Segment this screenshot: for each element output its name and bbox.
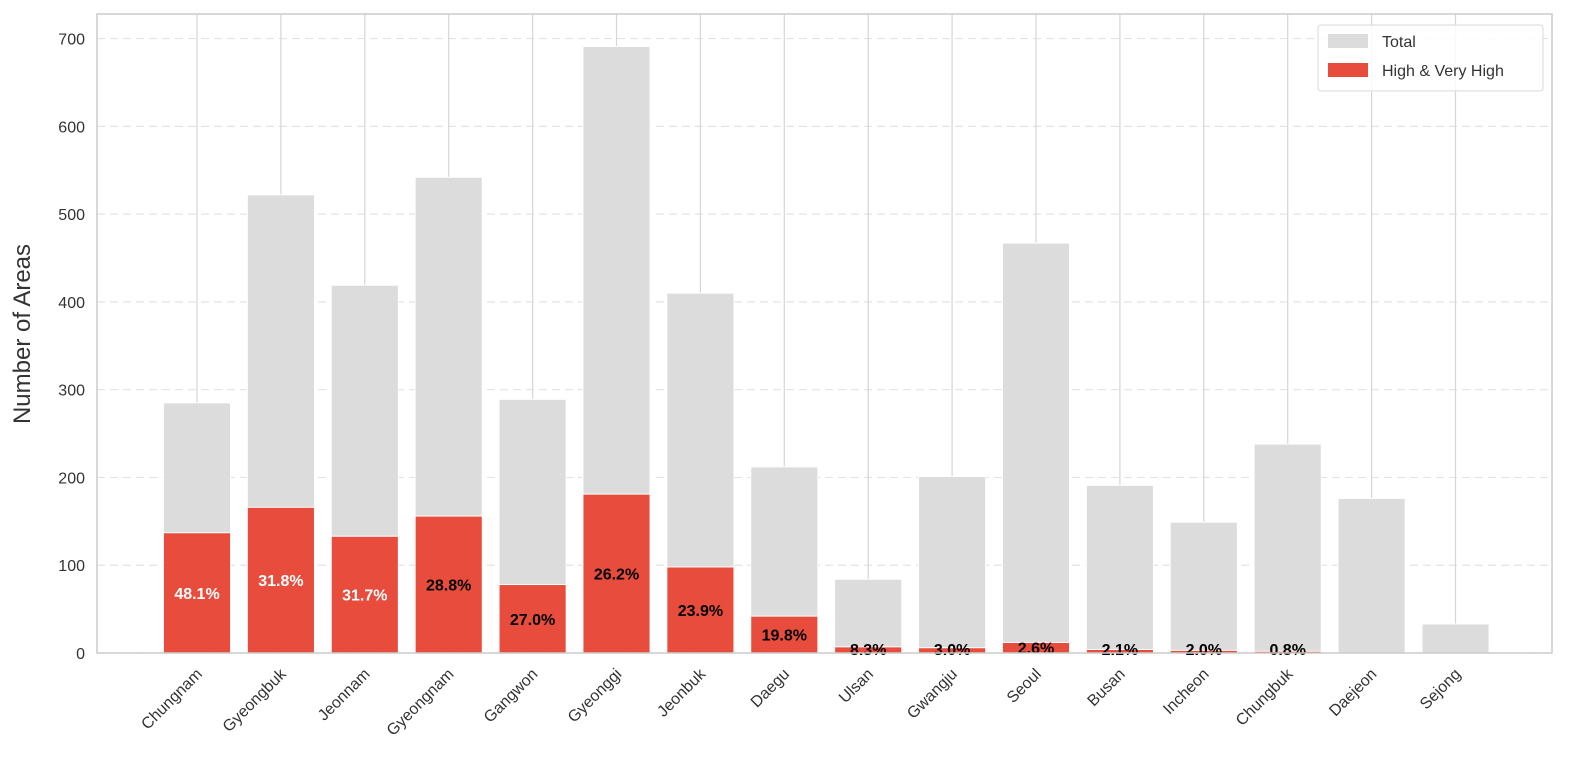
y-tick-label: 500 — [58, 207, 85, 224]
legend-swatch — [1328, 63, 1368, 77]
percent-label: 3.0% — [934, 642, 970, 659]
x-tick-label: Ulsan — [836, 666, 877, 707]
x-tick-label: Gangwon — [481, 666, 541, 726]
x-tick-label: Busan — [1085, 666, 1129, 710]
x-tick-label: Daegu — [748, 666, 793, 711]
y-tick-label: 100 — [58, 558, 85, 575]
percent-label: 2.0% — [1186, 642, 1222, 659]
bar — [1001, 242, 1071, 654]
x-tick-label: Daejeon — [1326, 666, 1380, 720]
x-tick-label: Jeonnam — [315, 666, 374, 725]
bar — [330, 535, 399, 654]
y-axis-label: Number of Areas — [9, 244, 36, 424]
y-tick-label: 300 — [58, 383, 85, 400]
percent-label: 26.2% — [594, 567, 639, 584]
legend-box — [1317, 24, 1544, 92]
bar — [750, 615, 819, 654]
x-tick-label: Incheon — [1160, 666, 1212, 718]
percent-label: 31.7% — [342, 588, 387, 605]
percent-label: 23.9% — [678, 603, 723, 620]
y-tick-label: 600 — [58, 119, 85, 136]
x-tick-label: Gyeongnam — [384, 666, 458, 740]
bar — [162, 532, 232, 654]
percent-label: 28.8% — [426, 578, 471, 595]
legend-label: High & Very High — [1382, 63, 1504, 80]
x-tick-label: Chungbuk — [1233, 665, 1297, 729]
x-tick-label: Sejong — [1417, 666, 1464, 713]
x-tick-label: Chungnam — [138, 666, 205, 733]
bar — [1337, 498, 1406, 654]
plot-frame — [96, 13, 1553, 654]
percent-label: 27.0% — [510, 612, 555, 629]
percent-label: 31.8% — [258, 573, 303, 590]
percent-label: 2.1% — [1102, 642, 1138, 659]
percent-label: 0.8% — [1269, 642, 1305, 659]
x-tick-label: Gyeongbuk — [220, 665, 291, 736]
bar — [1253, 443, 1322, 654]
bar — [1169, 521, 1238, 654]
percent-label: 19.8% — [762, 628, 807, 645]
y-tick-label: 400 — [58, 295, 85, 312]
x-tick-label: Gyeonggi — [565, 666, 625, 726]
legend-swatch — [1328, 34, 1368, 48]
bar — [1085, 484, 1154, 654]
bar — [246, 506, 315, 654]
percent-label: 8.3% — [850, 642, 886, 659]
x-tick-label: Gwangju — [904, 666, 961, 723]
y-tick-label: 700 — [58, 32, 85, 49]
bar — [834, 578, 903, 654]
x-tick-label: Seoul — [1004, 666, 1045, 707]
bar — [1421, 623, 1490, 654]
bar — [498, 584, 567, 654]
x-tick-label: Jeonbuk — [654, 665, 710, 721]
percent-label: 48.1% — [174, 586, 219, 603]
percent-label: 2.6% — [1018, 641, 1054, 658]
legend-label: Total — [1382, 34, 1416, 51]
bar — [918, 476, 987, 654]
y-tick-label: 0 — [76, 646, 85, 663]
bar — [414, 515, 483, 654]
bar — [666, 566, 735, 654]
y-tick-label: 200 — [58, 470, 85, 487]
